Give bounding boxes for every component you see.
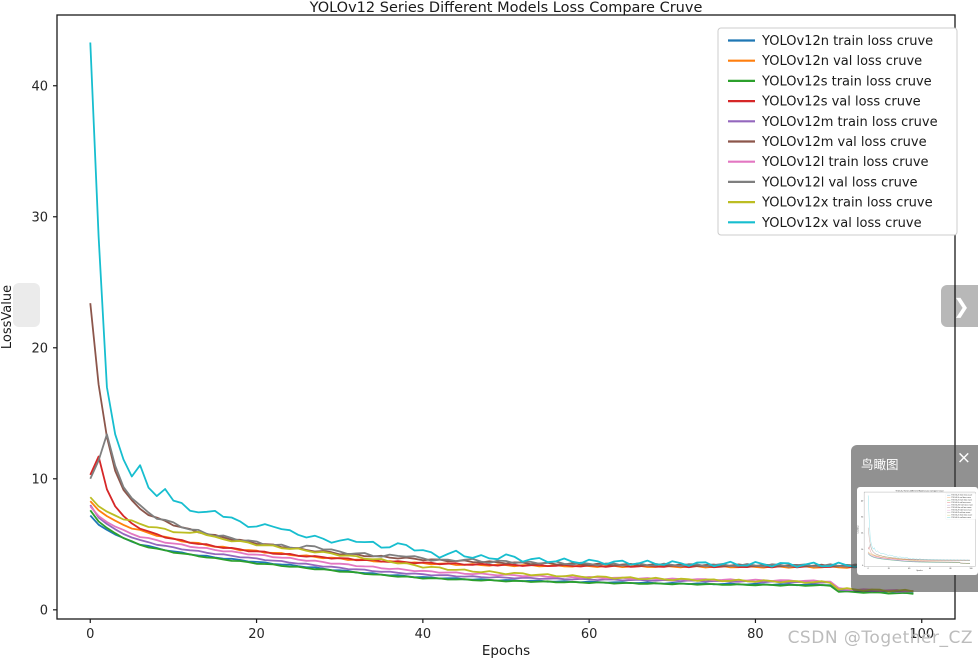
x-axis-label: Epochs [917,570,923,572]
series-line-9 [868,495,971,561]
chart-title: YOLOv12 Series Different Models Loss Com… [895,490,943,493]
x-tick-label: 40 [415,627,432,642]
series-line-2 [89,509,914,595]
legend-label: YOLOv12l val loss cruve [761,175,918,190]
x-tick-label: 40 [908,568,910,570]
x-tick-label: 100 [970,568,973,570]
close-icon[interactable]: × [956,448,971,468]
legend-label: YOLOv12x val loss cruve [761,216,922,231]
x-tick-label: 60 [929,568,931,570]
y-tick-label: 0 [40,603,48,618]
next-image-button[interactable]: ❯ [941,285,978,327]
y-tick-label: 40 [861,500,863,502]
chart-title: YOLOv12 Series Different Models Loss Com… [309,0,703,16]
x-axis-label: Epochs [482,643,530,659]
y-tick-label: 20 [31,341,48,356]
series-line-6 [89,505,914,593]
legend-box [945,493,976,520]
legend-label: YOLOv12l train loss cruve [761,155,929,170]
y-tick-label: 20 [861,533,863,535]
y-tick-label: 40 [31,79,48,94]
legend-label: YOLOv12m train loss cruve [761,115,938,130]
x-tick-label: 20 [248,627,265,642]
x-tick-label: 80 [747,627,764,642]
series-line-9 [89,42,914,569]
x-tick-label: 0 [86,627,94,642]
birdseye-thumbnail[interactable]: 0 20 40 60 80 100 0 10 20 30 40 YOLOv12 Series Diff… [857,487,978,575]
x-tick-label: 80 [949,568,951,570]
chevron-right-icon: ❯ [953,294,970,318]
y-tick-label: 10 [861,549,863,551]
watermark-text: CSDN @Together_CZ [787,628,973,648]
y-tick-label: 30 [861,517,863,519]
series-line-8 [89,496,914,593]
y-axis-label: LossValue [0,285,15,349]
y-tick-label: 30 [31,210,48,225]
prev-image-handle[interactable] [13,283,40,327]
y-tick-label: 0 [862,565,863,567]
birdseye-title: 鸟瞰图 [861,457,899,472]
legend-label: YOLOv12m val loss cruve [761,135,927,150]
legend-label: YOLOv12s val loss cruve [761,95,921,110]
legend-box [717,27,958,236]
x-tick-label: 100 [909,627,934,642]
legend-label: YOLOv12s train loss cruve [761,74,932,89]
birdseye-header: 鸟瞰图 × [851,445,978,485]
legend-label: YOLOv12n val loss cruve [761,54,922,69]
series-line-2 [868,553,971,564]
y-tick-label: 10 [31,472,48,487]
birdseye-panel: 鸟瞰图 × 0 20 40 60 80 100 0 10 20 30 40 YOLOv12 Serie… [851,445,978,592]
x-tick-label: 20 [888,568,890,570]
y-axis-label: LossValue [857,525,859,533]
series-line-6 [868,552,971,564]
series-line-5 [89,303,914,568]
x-tick-label: 60 [581,627,598,642]
legend-label: YOLOv12x train loss cruve [761,196,933,211]
birdseye-thumbnail-chart: 0 20 40 60 80 100 0 10 20 30 40 YOLOv12 Series Diff… [857,490,976,572]
series-line-8 [868,551,971,564]
x-tick-label: 0 [868,568,869,570]
legend-label: YOLOv12n train loss cruve [761,34,933,49]
series-line-5 [868,527,971,561]
